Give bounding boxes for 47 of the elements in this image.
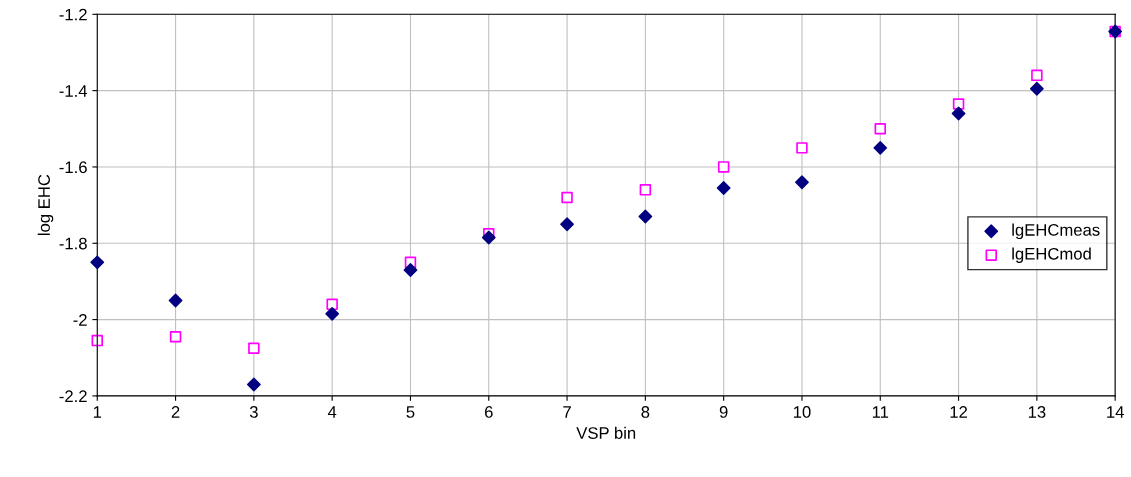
x-axis-title: VSP bin — [576, 426, 636, 439]
point — [481, 230, 496, 245]
y-tick-label: -1.8 — [59, 237, 87, 250]
x-tick-label: 6 — [484, 406, 493, 418]
x-tick-label: 10 — [793, 406, 811, 418]
y-tick-label: -1.6 — [59, 161, 87, 174]
x-tick-label: 1 — [93, 406, 102, 418]
point — [90, 255, 105, 270]
x-tick-label: 13 — [1028, 406, 1046, 418]
x-tick-label: 11 — [872, 406, 889, 418]
point — [246, 377, 261, 392]
point — [716, 181, 731, 195]
y-tick-label: -1.2 — [59, 8, 87, 21]
x-tick-label: 2 — [171, 406, 180, 418]
point — [639, 184, 652, 196]
point — [951, 106, 966, 121]
point — [717, 161, 730, 173]
point — [248, 342, 260, 354]
y-tick-label: -2.2 — [59, 390, 87, 402]
x-tick-label: 4 — [327, 406, 337, 418]
x-tick-label: 9 — [719, 406, 728, 418]
point — [795, 175, 809, 190]
legend-label: lgEHCmeas — [1012, 223, 1100, 240]
point — [873, 140, 888, 155]
point — [326, 298, 338, 311]
y-axis-title: log EHC — [37, 174, 54, 236]
x-tick-label: 3 — [249, 406, 258, 418]
x-tick-label: 5 — [406, 406, 415, 418]
x-tick-label: 14 — [1107, 406, 1124, 418]
point — [168, 293, 183, 308]
point — [561, 191, 573, 204]
y-tick-label: -2 — [73, 313, 87, 326]
point — [403, 263, 418, 277]
point — [169, 331, 182, 343]
point — [560, 217, 574, 232]
point — [638, 209, 653, 224]
x-tick-label: 7 — [563, 406, 571, 418]
point — [1029, 81, 1044, 96]
y-tick-label: -1.4 — [59, 85, 88, 97]
legend-label: lgEHCmod — [1012, 247, 1091, 263]
x-tick-label: 8 — [641, 406, 650, 418]
point — [325, 306, 340, 321]
point — [796, 142, 808, 154]
point — [874, 123, 887, 135]
x-tick-label: 12 — [950, 406, 967, 418]
point — [1031, 69, 1043, 82]
point — [952, 98, 965, 110]
